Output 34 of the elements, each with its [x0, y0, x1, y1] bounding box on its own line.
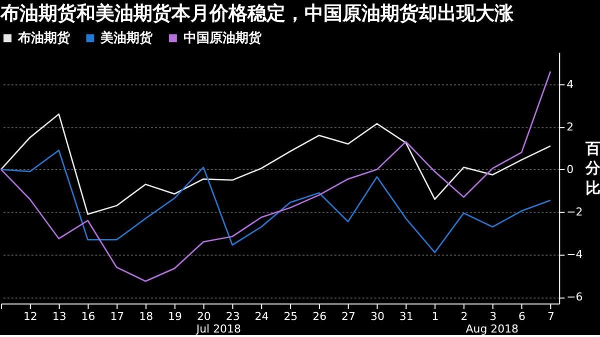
x-tick-label: 27: [342, 310, 356, 323]
y-tick-label: 4: [566, 78, 574, 91]
line-series: [0, 150, 552, 254]
text: Aug 2018: [466, 322, 519, 336]
y-tick-label: 0: [566, 162, 574, 176]
x-tick-label: 18: [139, 310, 154, 323]
x-tick-label: 3: [490, 310, 497, 323]
x-tick-label: 24: [254, 310, 269, 323]
x-tick-label: 1: [432, 310, 439, 323]
x-tick-label: 25: [284, 310, 298, 323]
x-tick-label: 30: [370, 310, 384, 323]
line-series: [0, 113, 552, 215]
chart-title: 布油期货和美油期货本月价格稳定，中国原油期货却出现大涨: [0, 2, 514, 24]
x-tick-label: 20: [196, 310, 211, 323]
x-tick-label: 31: [399, 310, 414, 323]
x-tick-label: 2: [460, 310, 468, 323]
y-tick-label: −2: [566, 206, 583, 219]
x-tick-label: 12: [23, 310, 38, 323]
y-tick-label: 2: [566, 120, 574, 134]
line-series: [0, 70, 552, 282]
x-tick-label: 26: [312, 310, 327, 323]
legend-label: 布油期货: [16, 30, 71, 46]
x-tick-label: 17: [110, 310, 124, 323]
x-tick-label: 13: [52, 310, 66, 323]
x-tick-label: 7: [547, 310, 554, 323]
legend-label: 美油期货: [100, 30, 154, 46]
x-tick-label: 23: [226, 310, 240, 323]
y-tick-label: −6: [566, 290, 583, 304]
x-tick-label: 16: [81, 310, 96, 323]
y-tick-label: −4: [566, 248, 583, 262]
text: Jul 2018: [195, 322, 241, 336]
legend-label: 中国原油期货: [183, 30, 262, 46]
x-tick-label: 6: [518, 310, 526, 323]
x-tick-label: 19: [168, 310, 182, 323]
